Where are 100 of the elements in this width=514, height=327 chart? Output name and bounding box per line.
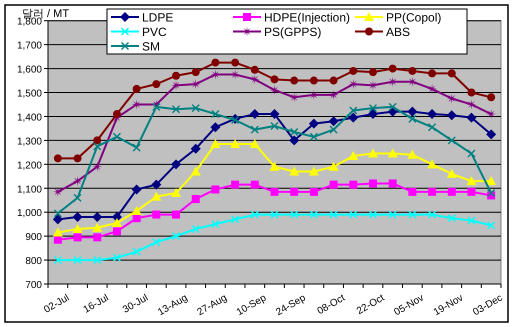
point (388, 210, 397, 219)
point (93, 142, 102, 150)
point (427, 159, 438, 168)
point (171, 188, 182, 198)
legend-label: ABS (386, 25, 410, 39)
point (250, 74, 260, 84)
point (250, 66, 259, 74)
point (190, 166, 201, 176)
point (210, 138, 220, 148)
point (388, 179, 397, 188)
point (270, 188, 278, 196)
point (467, 188, 476, 196)
point (132, 84, 141, 93)
point (231, 180, 240, 189)
point (446, 168, 457, 178)
point (308, 118, 319, 129)
point (428, 123, 436, 132)
y-tick-label: 1,000 (16, 208, 42, 220)
point (132, 99, 142, 110)
point (192, 68, 200, 76)
point (487, 221, 496, 230)
point (93, 136, 102, 144)
point (92, 162, 102, 172)
point (310, 76, 318, 85)
point (132, 248, 141, 256)
point (427, 109, 438, 120)
point (270, 85, 280, 96)
point (428, 210, 436, 219)
point (190, 79, 201, 90)
point (171, 159, 182, 170)
point (289, 135, 300, 146)
point (467, 216, 476, 225)
point (92, 212, 102, 222)
point (270, 122, 278, 130)
point (132, 206, 142, 215)
point (486, 129, 496, 140)
y-tick-label: 700 (25, 280, 42, 291)
point (152, 80, 160, 88)
point (152, 238, 160, 246)
point (408, 66, 416, 75)
y-axis-title: 달러 / MT (22, 8, 70, 20)
point (348, 79, 358, 90)
point (74, 233, 82, 242)
point (270, 210, 278, 219)
point (466, 99, 476, 110)
point (231, 116, 240, 124)
point (52, 186, 63, 197)
legend-label: SM (142, 40, 160, 54)
point (408, 210, 416, 219)
point (74, 154, 82, 162)
point (211, 185, 220, 194)
point (210, 122, 220, 132)
point (349, 66, 358, 75)
point (368, 109, 378, 120)
point (72, 212, 83, 222)
legend-label: PS(GPPS) (264, 25, 322, 39)
point (72, 176, 83, 186)
point (74, 256, 82, 264)
point (270, 109, 280, 120)
point (448, 214, 456, 222)
point (54, 209, 62, 218)
point (348, 112, 358, 123)
y-tick-label: 1,100 (16, 184, 42, 196)
point (231, 58, 240, 67)
point (290, 188, 298, 196)
point (368, 179, 377, 188)
point (487, 93, 496, 102)
point (172, 232, 180, 240)
point (112, 227, 121, 236)
point (112, 218, 122, 227)
point (74, 194, 82, 202)
point (368, 148, 378, 158)
point (190, 144, 201, 154)
point (328, 116, 339, 126)
point (93, 233, 102, 242)
point (250, 109, 260, 120)
y-tick-label: 1,500 (16, 88, 42, 100)
point (388, 102, 397, 111)
point (230, 70, 240, 80)
point (250, 180, 259, 189)
legend-label: PVC (142, 25, 168, 39)
point (192, 224, 200, 233)
point (428, 188, 436, 196)
point (486, 109, 496, 120)
point (446, 93, 457, 104)
point (192, 195, 200, 204)
point (151, 180, 162, 190)
point (407, 106, 418, 117)
point (132, 144, 141, 152)
y-tick-label: 1,400 (16, 112, 42, 124)
point (407, 76, 418, 87)
point (446, 110, 457, 120)
point (427, 84, 438, 94)
point (466, 176, 476, 186)
point (348, 150, 358, 160)
point (310, 210, 318, 219)
point (388, 148, 398, 158)
point (230, 138, 240, 148)
point (330, 76, 338, 85)
point (407, 150, 418, 159)
